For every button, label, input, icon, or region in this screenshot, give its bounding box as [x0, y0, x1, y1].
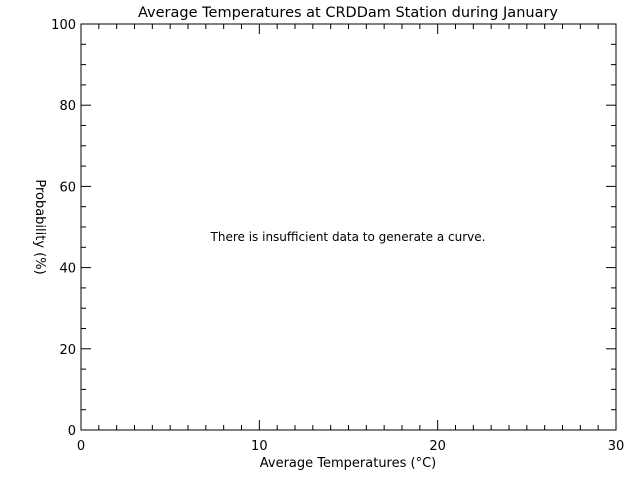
plot-area-frame — [80, 23, 617, 431]
x-tick-label: 0 — [77, 439, 85, 454]
chart-title: Average Temperatures at CRDDam Station d… — [138, 5, 558, 21]
x-tick-label: 30 — [608, 439, 625, 454]
y-tick-label: 40 — [59, 262, 76, 277]
x-axis-label: Average Temperatures (°C) — [260, 456, 437, 471]
y-tick-label: 60 — [59, 180, 76, 195]
y-tick-label: 100 — [51, 18, 76, 33]
x-tick-label: 10 — [251, 439, 268, 454]
insufficient-data-annotation: There is insufficient data to generate a… — [210, 230, 486, 244]
x-tick-label: 20 — [429, 439, 446, 454]
y-tick-label: 0 — [68, 424, 76, 439]
y-tick-label: 20 — [59, 343, 76, 358]
y-axis-label: Probability (%) — [32, 179, 47, 274]
y-tick-label: 80 — [59, 99, 76, 114]
